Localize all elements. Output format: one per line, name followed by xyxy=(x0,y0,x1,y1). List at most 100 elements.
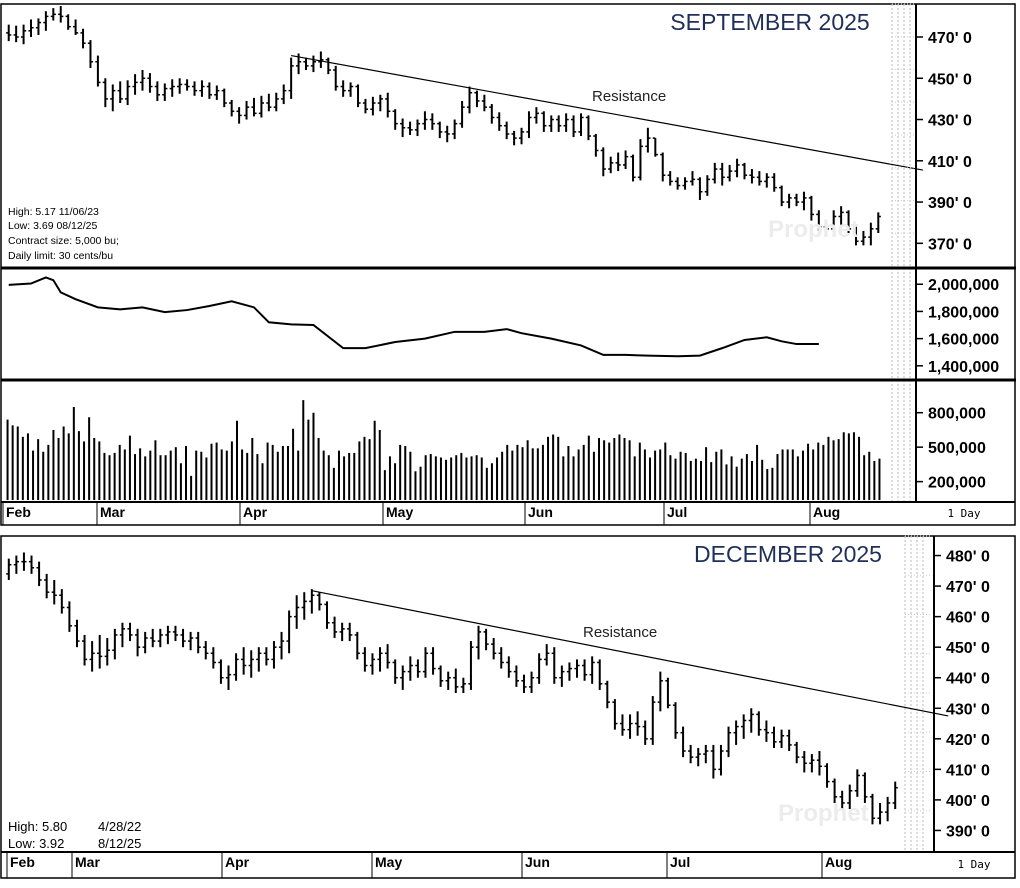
ohlc-bar xyxy=(845,210,852,233)
month-label: Apr xyxy=(243,504,268,520)
ohlc-bar xyxy=(589,656,595,684)
ohlc-bar xyxy=(839,790,845,810)
ohlc-bar xyxy=(241,647,247,675)
ohlc-bar xyxy=(73,19,79,35)
ohlc-bar xyxy=(733,720,739,745)
ohlc-bar xyxy=(218,659,224,684)
open-interest-line xyxy=(8,276,819,358)
ohlc-bar xyxy=(177,78,183,94)
sep-watermark: Prophet xyxy=(768,216,859,243)
ohlc-bar xyxy=(778,729,785,748)
ohlc-bar xyxy=(407,656,413,681)
ohlc-bar xyxy=(533,107,540,124)
ohlc-bar xyxy=(301,592,307,620)
ohlc-bar xyxy=(125,80,131,106)
ohlc-bar xyxy=(43,11,49,31)
price-tick-label: 390' 0 xyxy=(946,823,990,840)
ohlc-bar xyxy=(162,83,168,101)
ohlc-bar xyxy=(281,84,287,105)
ohlc-bar xyxy=(630,154,636,182)
month-label: Mar xyxy=(75,854,100,870)
ohlc-bar xyxy=(354,631,360,660)
ohlc-bar xyxy=(483,628,489,651)
ohlc-bar xyxy=(838,206,844,225)
ohlc-bar xyxy=(369,653,376,675)
ohlc-bar xyxy=(712,162,718,184)
volume-tick-label: 200,000 xyxy=(928,475,986,492)
september-2025-chart: Feb Mar Apr May Jun Jul Aug 470' 0 450' 0 430' 0 4… xyxy=(0,3,1016,526)
ohlc-bar xyxy=(498,647,504,669)
ohlc-bar xyxy=(710,744,716,779)
ohlc-bar xyxy=(20,24,27,45)
ohlc-bar xyxy=(536,653,542,684)
ohlc-bar xyxy=(214,85,220,100)
ohlc-bar xyxy=(496,112,502,131)
ohlc-bar xyxy=(236,107,242,124)
ohlc-bar xyxy=(597,659,603,690)
dec-watermark: Prophet xyxy=(778,800,869,827)
ohlc-bar xyxy=(452,119,458,140)
ohlc-bar xyxy=(831,210,837,233)
price-tick-label: 480' 0 xyxy=(946,549,990,566)
ohlc-bar xyxy=(414,119,421,137)
dec-period-label: 1 Day xyxy=(957,858,990,871)
sep-info-low: Low: 3.69 08/12/25 xyxy=(8,220,97,232)
ohlc-bar xyxy=(318,51,324,68)
ohlc-bar xyxy=(862,772,868,803)
sep-title: SEPTEMBER 2025 xyxy=(670,9,869,35)
ohlc-bar xyxy=(885,796,891,822)
ohlc-bar xyxy=(165,625,171,645)
ohlc-bar xyxy=(50,8,56,21)
ohlc-bar xyxy=(608,156,614,174)
ohlc-bar xyxy=(853,226,859,246)
ohlc-bar xyxy=(593,133,599,157)
oi-tick-label: 2,000,000 xyxy=(928,277,999,294)
ohlc-bar xyxy=(102,78,108,108)
ohlc-bar xyxy=(58,6,64,23)
resistance-line xyxy=(291,54,923,171)
ohlc-bar xyxy=(81,634,88,666)
ohlc-bar xyxy=(199,80,205,97)
ohlc-bar xyxy=(97,634,103,669)
ohlc-bar xyxy=(504,121,510,140)
ohlc-bar xyxy=(541,111,547,132)
ohlc-bar xyxy=(110,84,116,112)
ohlc-bar xyxy=(225,665,232,690)
ohlc-bar xyxy=(324,601,330,629)
ohlc-bar xyxy=(756,711,762,736)
ohlc-bar xyxy=(422,111,428,130)
ohlc-bar xyxy=(258,95,265,118)
ohlc-bar xyxy=(548,115,554,132)
ohlc-bar xyxy=(316,592,323,611)
ohlc-bar xyxy=(195,631,201,654)
ohlc-bar xyxy=(87,40,94,68)
dec-info-low-label: Low: 3.92 xyxy=(8,836,64,851)
ohlc-bar xyxy=(578,113,584,137)
ohlc-bar xyxy=(407,121,413,135)
ohlc-bar xyxy=(325,57,331,75)
ohlc-bar xyxy=(95,55,101,87)
ohlc-bar xyxy=(400,665,406,690)
ohlc-bar xyxy=(719,162,725,186)
ohlc-bar xyxy=(422,647,429,678)
ohlc-bar xyxy=(331,616,338,639)
ohlc-bar xyxy=(429,113,435,130)
ohlc-bar xyxy=(667,171,673,186)
ohlc-bar xyxy=(147,73,153,93)
ohlc-bar xyxy=(786,193,792,209)
ohlc-bar xyxy=(112,628,118,660)
resistance-line xyxy=(311,590,949,717)
ohlc-bar xyxy=(854,769,860,797)
ohlc-bar xyxy=(794,741,800,764)
month-label: Feb xyxy=(6,504,31,520)
ohlc-bar xyxy=(563,113,569,132)
ohlc-bar xyxy=(309,589,315,614)
ohlc-bar xyxy=(172,625,179,642)
ohlc-bar xyxy=(511,130,517,146)
sep-info-high: High: 5.17 11/06/23 xyxy=(8,206,99,218)
ohlc-bar xyxy=(28,19,34,38)
ohlc-bar xyxy=(362,98,369,114)
ohlc-bar xyxy=(551,647,557,684)
ohlc-bar xyxy=(801,191,807,211)
ohlc-bar xyxy=(271,641,277,669)
